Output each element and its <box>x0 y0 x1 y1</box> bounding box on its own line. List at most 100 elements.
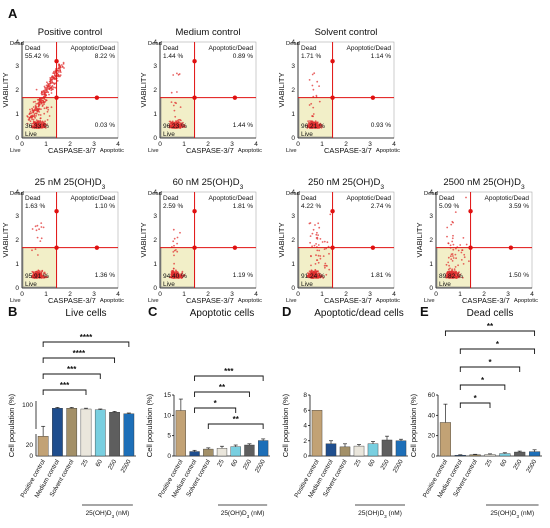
bar <box>80 408 92 457</box>
flow-plot-title: 25 nM 25(OH)D3 <box>35 177 106 191</box>
event-dot <box>446 235 448 238</box>
event-dot <box>459 244 462 246</box>
event-dot <box>39 117 42 120</box>
bar <box>439 422 451 457</box>
axis-corner-dead: Dead <box>286 191 300 197</box>
y-tick-label: 1 <box>15 261 19 268</box>
event-dot <box>175 121 178 124</box>
event-dot <box>457 264 459 267</box>
quadrant-apoptotic-value: 1.19 % <box>233 272 253 279</box>
event-dot <box>32 111 35 114</box>
quadrant-dead-value: 1.63 % <box>25 203 45 210</box>
y-tick-label: 0 <box>429 285 433 292</box>
flow-plot-title: 250 nM 25(OH)D3 <box>308 177 384 191</box>
y-tick-label: 3 <box>15 63 19 70</box>
event-dot <box>318 226 321 229</box>
quadrant-apodead-label: Apoptotic/Dead <box>485 195 530 202</box>
x-tick-label: 0 <box>296 141 300 148</box>
quadrant-dead-value: 4.22 % <box>301 203 321 210</box>
gate-handle <box>54 245 59 250</box>
event-dot <box>57 68 59 70</box>
quadrant-apodead-value: 1.81 % <box>233 203 253 210</box>
event-dot <box>323 248 326 251</box>
x-tick-label: 4 <box>530 291 534 298</box>
event-dot <box>310 255 312 257</box>
event-dot <box>180 122 183 125</box>
event-dot <box>63 67 65 69</box>
event-dot <box>44 127 47 129</box>
bar <box>325 443 337 457</box>
significance-bracket <box>194 391 250 397</box>
event-dot <box>180 125 182 128</box>
significance-bracket <box>42 389 87 395</box>
significance-label: * <box>481 376 485 385</box>
event-dot <box>171 270 174 272</box>
x-tick-label: 4 <box>116 141 120 148</box>
gate-handle <box>192 245 197 250</box>
x-tick-label: 25 <box>353 458 363 468</box>
axis-corner-dead: Dead <box>148 191 162 197</box>
bar <box>52 408 63 457</box>
y-tick-label: 4 <box>303 423 307 430</box>
event-dot <box>319 238 322 240</box>
y-axis-label: Cell population (%) <box>409 393 418 457</box>
event-dot <box>311 115 314 118</box>
bar <box>499 453 511 457</box>
event-dot <box>311 232 314 235</box>
event-dot <box>170 91 173 94</box>
flow-plot-title: Positive control <box>38 27 102 38</box>
event-dot <box>447 242 450 245</box>
event-dot <box>461 249 463 252</box>
event-dot <box>36 236 39 239</box>
significance-bracket <box>42 373 101 379</box>
significance-label: **** <box>80 333 93 342</box>
event-dot <box>172 251 175 253</box>
event-dot <box>36 125 39 128</box>
event-dot <box>329 213 332 216</box>
event-dot <box>37 126 40 129</box>
gate-handle <box>54 209 59 214</box>
event-dot <box>465 196 467 199</box>
bar <box>230 446 241 457</box>
event-dot <box>454 211 457 214</box>
quadrant-apoptotic-value: 0.03 % <box>95 122 115 129</box>
event-dot <box>36 120 39 123</box>
significance-bracket <box>459 384 506 390</box>
event-dot <box>446 226 449 229</box>
gate-handle <box>94 95 100 100</box>
event-dot <box>450 258 453 260</box>
event-dot <box>43 103 45 105</box>
bar <box>175 410 186 457</box>
event-dot <box>314 126 317 129</box>
event-dot <box>40 108 42 111</box>
y-tick-label: 0 <box>291 135 295 142</box>
flow-plot-title: 60 nM 25(OH)D3 <box>173 177 244 191</box>
event-dot <box>45 106 48 109</box>
quadrant-live-value: 95.91 % <box>25 273 49 280</box>
x-tick-label: 4 <box>116 291 120 298</box>
event-dot <box>168 125 171 127</box>
event-dot <box>39 114 42 116</box>
axis-corner-apoptotic: Apoptotic <box>100 298 124 304</box>
event-dot <box>53 82 55 85</box>
dose-group-label: 25(OH)D3 (nM) <box>490 510 534 519</box>
event-dot <box>308 104 311 106</box>
event-dot <box>452 255 454 257</box>
flow-plot-title: 2500 nM 25(OH)D3 <box>443 177 525 191</box>
event-dot <box>36 224 39 227</box>
x-tick-label: 3 <box>230 141 234 148</box>
bar-chart: D Apoptotic/dead cells 0 2 4 6 8 Cell populatio… <box>281 304 408 519</box>
event-dot <box>41 120 44 123</box>
event-dot <box>48 93 50 96</box>
significance-bracket <box>194 375 264 381</box>
panel-letter: C <box>148 304 158 319</box>
live-quadrant-box <box>298 97 333 138</box>
x-tick-label: 3 <box>92 141 96 148</box>
axis-corner-apoptotic: Apoptotic <box>238 148 262 154</box>
y-tick-label: 2 <box>15 87 19 94</box>
event-dot <box>50 76 53 78</box>
event-dot <box>179 126 182 129</box>
event-dot <box>318 100 321 103</box>
